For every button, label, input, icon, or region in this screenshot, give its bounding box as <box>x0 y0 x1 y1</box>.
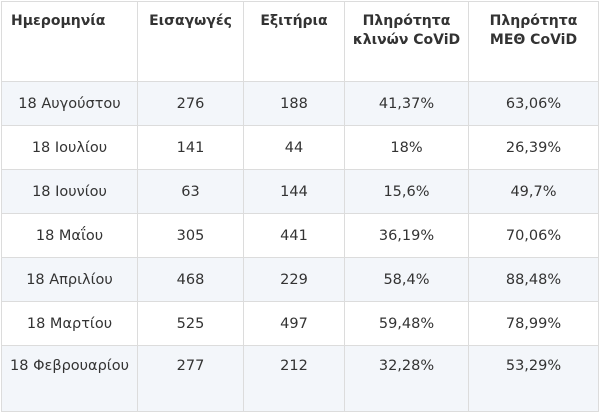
cell-admissions: 468 <box>137 257 244 302</box>
header-discharges: Εξιτήρια <box>243 1 345 82</box>
cell-discharges: 44 <box>243 125 345 170</box>
cell-icu-occupancy: 26,39% <box>468 125 599 170</box>
cell-date: 18 Μαΐου <box>1 213 138 258</box>
cell-admissions: 305 <box>137 213 244 258</box>
cell-discharges: 212 <box>243 345 345 412</box>
cell-date: 18 Αυγούστου <box>1 81 138 126</box>
cell-bed-occupancy: 18% <box>344 125 469 170</box>
cell-bed-occupancy: 15,6% <box>344 169 469 214</box>
table-row: 18 Μαρτίου 525 497 59,48% 78,99% <box>1 301 599 346</box>
cell-admissions: 525 <box>137 301 244 346</box>
cell-admissions: 141 <box>137 125 244 170</box>
cell-icu-occupancy: 53,29% <box>468 345 599 412</box>
cell-date: 18 Φεβρουαρίου <box>1 345 138 412</box>
cell-bed-occupancy: 58,4% <box>344 257 469 302</box>
header-covid-bed-occupancy: Πληρότητα κλινών CoViD <box>344 1 469 82</box>
table-header-row: Ημερομηνία Εισαγωγές Εξιτήρια Πληρότητα … <box>1 1 599 82</box>
cell-icu-occupancy: 70,06% <box>468 213 599 258</box>
cell-icu-occupancy: 88,48% <box>468 257 599 302</box>
table-row: 18 Αυγούστου 276 188 41,37% 63,06% <box>1 81 599 126</box>
cell-bed-occupancy: 41,37% <box>344 81 469 126</box>
cell-date: 18 Απριλίου <box>1 257 138 302</box>
header-date: Ημερομηνία <box>1 1 138 82</box>
cell-discharges: 441 <box>243 213 345 258</box>
table-row: 18 Ιουλίου 141 44 18% 26,39% <box>1 125 599 170</box>
cell-admissions: 276 <box>137 81 244 126</box>
cell-icu-occupancy: 78,99% <box>468 301 599 346</box>
cell-date: 18 Ιουνίου <box>1 169 138 214</box>
cell-icu-occupancy: 63,06% <box>468 81 599 126</box>
cell-discharges: 229 <box>243 257 345 302</box>
cell-admissions: 63 <box>137 169 244 214</box>
cell-date: 18 Ιουλίου <box>1 125 138 170</box>
cell-bed-occupancy: 32,28% <box>344 345 469 412</box>
cell-discharges: 188 <box>243 81 345 126</box>
header-admissions: Εισαγωγές <box>137 1 244 82</box>
cell-bed-occupancy: 59,48% <box>344 301 469 346</box>
table-row: 18 Μαΐου 305 441 36,19% 70,06% <box>1 213 599 258</box>
cell-discharges: 497 <box>243 301 345 346</box>
cell-bed-occupancy: 36,19% <box>344 213 469 258</box>
table-row: 18 Απριλίου 468 229 58,4% 88,48% <box>1 257 599 302</box>
table-row: 18 Ιουνίου 63 144 15,6% 49,7% <box>1 169 599 214</box>
cell-icu-occupancy: 49,7% <box>468 169 599 214</box>
cell-discharges: 144 <box>243 169 345 214</box>
header-icu-covid-occupancy: Πληρότητα ΜΕΘ CoViD <box>468 1 599 82</box>
table-row: 18 Φεβρουαρίου 277 212 32,28% 53,29% <box>1 345 599 412</box>
cell-admissions: 277 <box>137 345 244 412</box>
cell-date: 18 Μαρτίου <box>1 301 138 346</box>
